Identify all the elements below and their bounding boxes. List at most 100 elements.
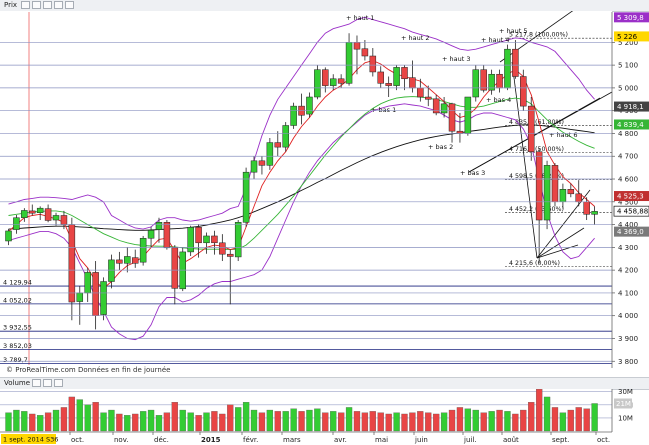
candle-body xyxy=(480,69,487,91)
x-tick-label: juil. xyxy=(463,436,477,444)
y-tick-label: 5 200 xyxy=(618,39,638,47)
volume-bar xyxy=(171,402,178,432)
volume-bar xyxy=(567,409,574,432)
volume-bar xyxy=(155,415,163,432)
volume-bar xyxy=(520,409,527,432)
volume-bar xyxy=(179,409,186,432)
candle-body xyxy=(13,217,20,230)
volume-bar xyxy=(401,413,408,432)
y-tick-label: 4 400 xyxy=(618,221,638,229)
volume-axis-label: 30M xyxy=(618,389,633,396)
candle-body xyxy=(377,71,384,84)
volume-bar xyxy=(559,412,567,432)
pivot-annotation: + bas 2 xyxy=(428,143,453,151)
y-tick-label: 5 000 xyxy=(618,84,638,92)
y-tick-label: 4 600 xyxy=(618,176,638,184)
x-tick-label: avr. xyxy=(334,436,347,444)
price-badge-label: 4 369,0 xyxy=(617,228,644,236)
volume-bar xyxy=(345,407,353,432)
volume-bar xyxy=(456,407,464,432)
x-axis-start-badge xyxy=(1,434,56,444)
candle-body xyxy=(242,171,250,223)
candle-body xyxy=(36,207,44,213)
volume-bar xyxy=(266,409,274,432)
volume-bar xyxy=(528,402,535,432)
volume-bar xyxy=(195,415,202,432)
x-tick-label: déc. xyxy=(154,436,169,444)
volume-bar xyxy=(52,409,60,432)
candle-body xyxy=(567,189,575,195)
candle-body xyxy=(124,256,131,264)
x-tick-label: 2015 xyxy=(201,436,221,444)
volume-bar xyxy=(108,409,115,432)
volume-bar xyxy=(385,413,392,432)
volume-bar xyxy=(409,412,416,432)
volume-bar xyxy=(369,411,376,432)
candle-body xyxy=(60,215,68,225)
candle-body xyxy=(195,227,202,244)
x-tick-label: 1 sept. 2014 S36 xyxy=(3,436,58,444)
volume-bar xyxy=(353,411,361,432)
y-tick-label: 3 800 xyxy=(618,358,638,366)
candle-body xyxy=(551,165,559,203)
volume-bar xyxy=(258,412,266,432)
close-icon[interactable] xyxy=(54,379,63,387)
candle-body xyxy=(512,48,519,77)
volume-bar xyxy=(100,412,107,432)
volume-bar xyxy=(274,411,281,432)
volume-badge-label: 21M xyxy=(616,400,631,408)
close-icon[interactable] xyxy=(65,1,74,9)
volume-badge xyxy=(614,398,632,409)
volume-bar xyxy=(290,408,297,432)
volume-bar xyxy=(5,412,12,432)
volume-bar xyxy=(591,403,598,432)
candle-body xyxy=(163,222,171,249)
candle-body xyxy=(559,189,567,203)
volume-bar xyxy=(282,411,289,432)
candle-body xyxy=(139,237,147,263)
y-tick-label: 4 000 xyxy=(618,312,638,320)
volume-chart[interactable]: 30M20M10M21M 1 sept. 2014 S36oct.nov.déc… xyxy=(0,389,649,445)
volume-bar xyxy=(393,412,400,432)
candle-body xyxy=(227,253,234,257)
zoom-icon[interactable] xyxy=(43,379,52,387)
volume-bar xyxy=(551,407,559,432)
volume-bar xyxy=(417,411,424,432)
pivot-annotation: + bas 3 xyxy=(460,169,485,177)
data-credit: © ProRealTime.com Données en fin de jour… xyxy=(6,366,170,374)
pivot-annotation: + bas 4 xyxy=(486,96,511,104)
volume-bar xyxy=(314,408,321,432)
candle-body xyxy=(496,73,503,89)
fan-line xyxy=(536,227,585,259)
candle-body xyxy=(84,272,91,294)
volume-bar xyxy=(512,413,519,432)
volume-bar xyxy=(242,402,250,432)
draw-icon[interactable] xyxy=(54,1,63,9)
zoom-icon[interactable] xyxy=(43,1,52,9)
price-badge-label: 4 525,3 xyxy=(617,193,644,201)
volume-bar xyxy=(203,412,210,432)
settings-icon[interactable] xyxy=(21,1,30,9)
settings-icon[interactable] xyxy=(32,379,41,387)
volume-bar xyxy=(235,407,242,432)
volume-bar xyxy=(543,396,551,432)
y-tick-label: 5 100 xyxy=(618,62,638,70)
candle-body xyxy=(535,151,543,221)
candle-body xyxy=(329,78,337,86)
volume-bar xyxy=(219,413,226,432)
volume-bar xyxy=(488,411,495,432)
candle-body xyxy=(393,67,400,86)
candle-body xyxy=(219,242,226,255)
price-badge-label: 5 309,8 xyxy=(617,14,644,22)
price-chart[interactable]: 4 129,944 052,023 932,553 852,033 789,7 … xyxy=(0,11,649,377)
candle-body xyxy=(464,96,472,134)
volume-bar xyxy=(377,412,384,432)
fibonacci-label: 4 716,7 (50,00%) xyxy=(509,146,564,153)
candle-body xyxy=(52,215,60,221)
fibonacci-label: 4 835,0 (61,80%) xyxy=(509,119,564,126)
y-tick-label: 4 200 xyxy=(618,267,638,275)
candle-body xyxy=(345,42,353,84)
x-tick-label: oct. xyxy=(71,436,84,444)
indicator-icon[interactable] xyxy=(32,1,41,9)
